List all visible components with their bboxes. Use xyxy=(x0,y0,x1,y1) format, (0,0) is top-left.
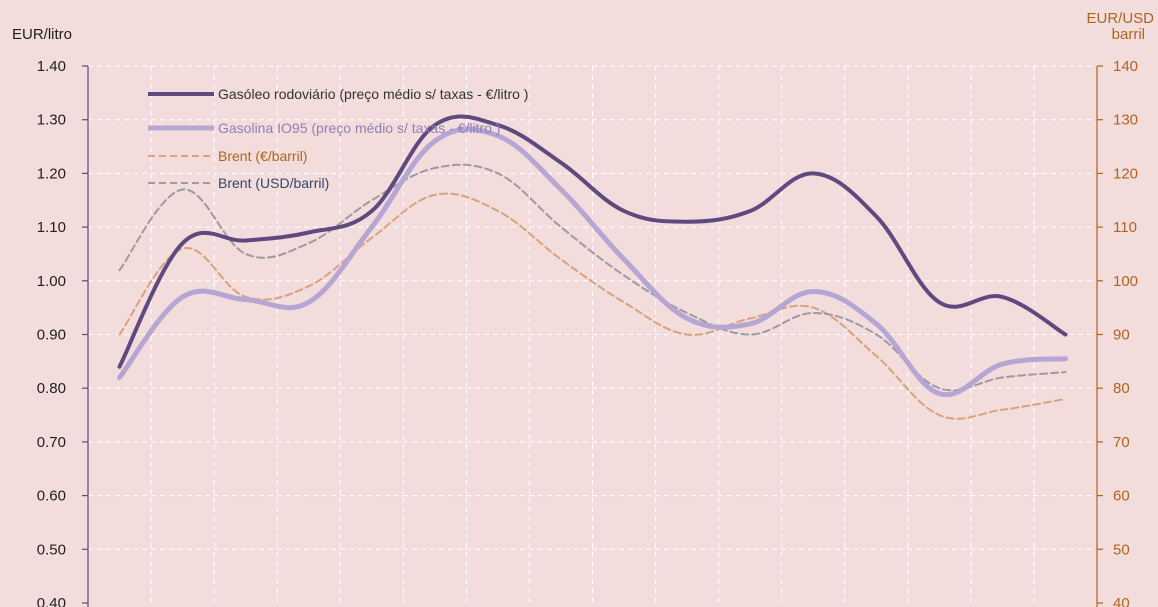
series-group xyxy=(117,114,1068,420)
y-tick-label-left: 0.40 xyxy=(37,595,66,607)
y-tick-label-left: 1.10 xyxy=(37,219,66,236)
y-tick-label-right: 50 xyxy=(1113,541,1130,558)
legend-label-0: Gasóleo rodoviário (preço médio s/ taxas… xyxy=(218,86,528,102)
y-tick-label-left: 1.30 xyxy=(37,112,66,129)
y-axis-left-title: EUR/litro xyxy=(12,26,72,43)
y-tick-label-right: 140 xyxy=(1113,58,1138,75)
y-tick-label-left: 1.20 xyxy=(37,165,66,182)
y-tick-label-right: 120 xyxy=(1113,165,1138,182)
series-line-1 xyxy=(117,126,1068,398)
y-axis-right-title-line1: EUR/USD xyxy=(1086,10,1154,27)
y-tick-label-left: 0.90 xyxy=(37,327,66,344)
y-tick-label-right: 40 xyxy=(1113,595,1130,607)
legend: Gasóleo rodoviário (preço médio s/ taxas… xyxy=(148,86,528,191)
legend-label-1: Gasolina IO95 (preço médio s/ taxas - €/… xyxy=(218,120,500,136)
y-tick-label-left: 0.80 xyxy=(37,380,66,397)
y-axis-right-title-line2: barril xyxy=(1112,26,1145,43)
y-tick-label-right: 110 xyxy=(1113,219,1137,236)
legend-label-3: Brent (USD/barril) xyxy=(218,175,329,191)
y-tick-label-left: 1.00 xyxy=(37,273,66,290)
y-tick-label-left: 0.60 xyxy=(37,488,66,505)
series-line-0 xyxy=(117,114,1068,369)
y-tick-label-left: 1.40 xyxy=(37,58,66,75)
y-tick-label-right: 60 xyxy=(1113,488,1130,505)
series-line-2 xyxy=(118,192,1067,420)
y-tick-label-left: 0.70 xyxy=(37,434,66,451)
y-tick-label-right: 70 xyxy=(1113,434,1130,451)
y-tick-label-right: 80 xyxy=(1113,380,1130,397)
y-tick-label-left: 0.50 xyxy=(37,541,66,558)
y-tick-label-right: 100 xyxy=(1113,273,1138,290)
axes: 1.40 1.30 1.20 1.10 1.00 0.90 0.80 0.70 0.60 0.50… xyxy=(37,58,1138,607)
y-tick-label-right: 130 xyxy=(1113,112,1138,129)
legend-label-2: Brent (€/barril) xyxy=(218,148,307,164)
series-line-3 xyxy=(118,163,1067,392)
y-tick-label-right: 90 xyxy=(1113,327,1130,344)
